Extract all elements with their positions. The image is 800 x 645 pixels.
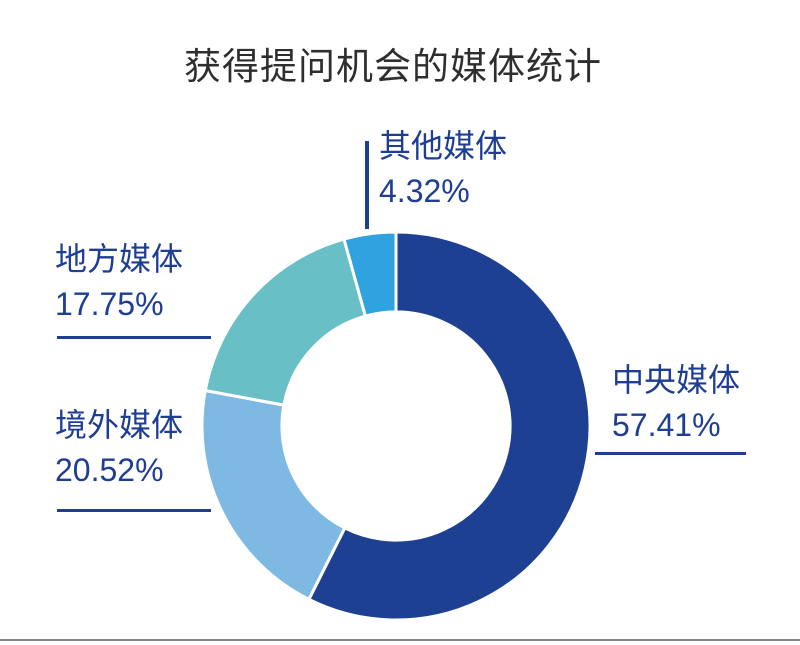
donut-chart — [196, 226, 596, 626]
donut-segment-1 — [200, 388, 347, 601]
central-media-label: 中央媒体 — [612, 362, 741, 398]
donut-svg — [200, 230, 592, 622]
donut-segment-3 — [342, 230, 398, 318]
foreign-media-leader-line — [57, 509, 211, 512]
local-media-leader-line — [57, 336, 211, 339]
foreign-media-value: 20.52% — [55, 452, 164, 488]
local-media-callout: 地方媒体 17.75% — [55, 237, 183, 327]
donut-segment-2 — [203, 237, 367, 407]
central-media-leader-line — [595, 452, 746, 455]
other-media-callout: 其他媒体 4.32% — [379, 124, 507, 214]
other-media-label: 其他媒体 — [379, 128, 508, 164]
foreign-media-label: 境外媒体 — [55, 407, 184, 443]
foreign-media-callout: 境外媒体 20.52% — [55, 403, 183, 493]
local-media-value: 17.75% — [55, 286, 164, 322]
local-media-label: 地方媒体 — [55, 241, 184, 277]
other-media-value: 4.32% — [379, 173, 470, 209]
chart-title: 获得提问机会的媒体统计 — [184, 46, 602, 87]
other-media-leader-line — [365, 141, 369, 229]
central-media-value: 57.41% — [612, 407, 721, 443]
central-media-callout: 中央媒体 57.41% — [612, 358, 740, 448]
footer-divider-line — [0, 639, 800, 641]
donut-segment-0 — [307, 230, 592, 622]
